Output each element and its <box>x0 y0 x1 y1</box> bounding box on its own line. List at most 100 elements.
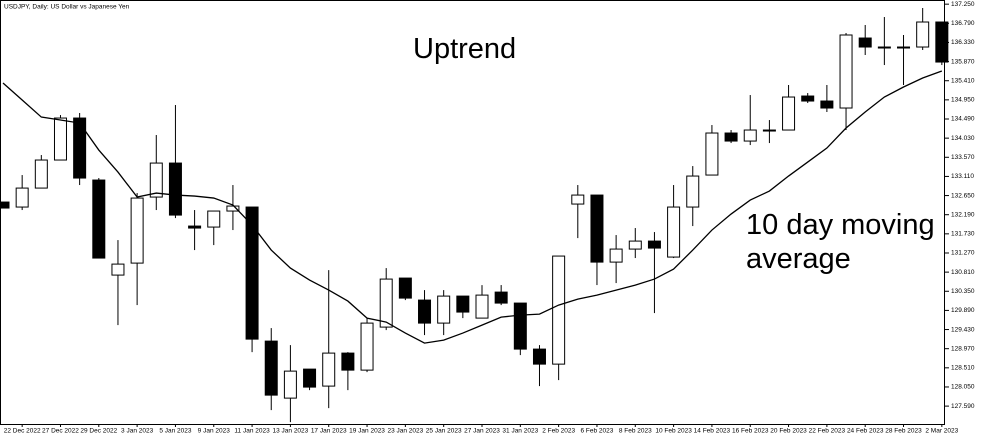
y-tick-label: 128.970 <box>951 345 975 352</box>
candle-body <box>916 21 930 48</box>
y-tick-label: 134.490 <box>951 116 975 123</box>
x-tick-label: 13 Jan 2023 <box>273 428 309 435</box>
candle-body <box>226 205 240 212</box>
y-tick-label: 132.650 <box>951 192 975 199</box>
candle-body <box>15 187 29 208</box>
x-tick-label: 19 Jan 2023 <box>349 428 385 435</box>
candle-body <box>724 132 738 142</box>
x-tick-label: 23 Jan 2023 <box>387 428 423 435</box>
x-tick-label: 22 Dec 2022 <box>4 428 41 435</box>
x-tick-label: 25 Jan 2023 <box>426 428 462 435</box>
candle-body <box>398 277 412 299</box>
candle-body <box>513 302 527 350</box>
y-tick-label: 128.510 <box>951 365 975 372</box>
candle-body <box>437 295 451 324</box>
candle-body <box>532 348 546 365</box>
x-tick-label: 20 Feb 2023 <box>770 428 807 435</box>
candle-body <box>264 340 278 396</box>
candle-body <box>283 370 297 399</box>
annotation: Uptrend <box>413 33 517 65</box>
y-tick-label: 132.190 <box>951 211 975 218</box>
candle-body <box>628 240 642 250</box>
candle-body <box>73 117 87 179</box>
x-tick-label: 6 Feb 2023 <box>581 428 614 435</box>
y-tick-label: 135.870 <box>951 58 975 65</box>
x-tick-label: 14 Feb 2023 <box>694 428 731 435</box>
annotation: 10 day moving average <box>746 209 935 275</box>
y-tick-label: 131.270 <box>951 250 975 257</box>
y-tick-label: 134.950 <box>951 97 975 104</box>
x-tick-label: 5 Jan 2023 <box>159 428 192 435</box>
y-tick-label: 128.050 <box>951 384 975 391</box>
y-tick-label: 130.350 <box>951 288 975 295</box>
x-tick-label: 31 Jan 2023 <box>502 428 538 435</box>
candle-body <box>897 46 911 49</box>
chart-title: USDJPY, Daily: US Dollar vs Japanese Yen <box>4 4 130 11</box>
candle-body <box>34 159 48 189</box>
x-tick-label: 24 Feb 2023 <box>847 428 884 435</box>
y-tick-label: 134.030 <box>951 135 975 142</box>
candle-body <box>111 263 125 276</box>
x-tick-label: 16 Feb 2023 <box>732 428 769 435</box>
candle-body <box>494 291 508 304</box>
y-tick-label: 137.250 <box>951 1 975 8</box>
candle-body <box>456 295 470 313</box>
candle-body <box>782 96 796 131</box>
x-tick-label: 8 Feb 2023 <box>619 428 652 435</box>
y-tick-label: 135.410 <box>951 77 975 84</box>
candle-body <box>609 248 623 263</box>
candle-body <box>360 322 374 371</box>
y-tick-label: 127.590 <box>951 403 975 410</box>
candle-body <box>0 201 10 209</box>
candle-body <box>667 206 681 258</box>
candle-body <box>839 34 853 109</box>
y-tick-label: 133.110 <box>951 173 974 180</box>
y-tick-label: 131.730 <box>951 231 975 238</box>
plot-frame <box>0 0 945 425</box>
x-tick-label: 29 Dec 2022 <box>80 428 117 435</box>
candle-body <box>322 352 336 387</box>
x-tick-label: 27 Jan 2023 <box>464 428 500 435</box>
x-tick-label: 27 Dec 2022 <box>42 428 79 435</box>
y-tick-label: 133.570 <box>951 154 975 161</box>
candle-body <box>207 210 221 228</box>
x-tick-label: 9 Jan 2023 <box>198 428 231 435</box>
x-tick-label: 11 Jan 2023 <box>234 428 270 435</box>
y-tick-label: 136.790 <box>951 20 975 27</box>
candle-body <box>935 21 949 63</box>
candle-body <box>53 117 67 161</box>
x-tick-label: 2 Mar 2023 <box>925 428 958 435</box>
candle-body <box>858 37 872 48</box>
candle-body <box>743 129 757 142</box>
x-tick-label: 17 Jan 2023 <box>311 428 347 435</box>
candle-body <box>168 162 182 216</box>
candle-body <box>686 175 700 208</box>
candle-body <box>130 197 144 264</box>
candle-body <box>92 179 106 259</box>
x-tick-label: 22 Feb 2023 <box>809 428 846 435</box>
y-tick-label: 129.890 <box>951 307 975 314</box>
candle-body <box>762 129 776 132</box>
candle-body <box>820 100 834 109</box>
candle-body <box>801 95 815 102</box>
x-tick-label: 10 Feb 2023 <box>655 428 692 435</box>
candle-body <box>188 225 202 229</box>
candle-body <box>303 368 317 388</box>
candle-body <box>245 206 259 340</box>
candle-body <box>149 162 163 198</box>
y-tick-label: 136.330 <box>951 39 975 46</box>
candle-body <box>877 46 891 49</box>
candle-body <box>705 132 719 176</box>
candle-body <box>475 294 489 319</box>
y-tick-label: 130.810 <box>951 269 975 276</box>
candle-body <box>590 194 604 263</box>
candle-body <box>552 255 566 365</box>
candle-body <box>647 240 661 249</box>
y-tick-label: 129.430 <box>951 326 975 333</box>
x-tick-label: 28 Feb 2023 <box>885 428 922 435</box>
candle-body <box>379 278 393 328</box>
x-tick-label: 2 Feb 2023 <box>542 428 575 435</box>
candle-body <box>418 299 432 324</box>
